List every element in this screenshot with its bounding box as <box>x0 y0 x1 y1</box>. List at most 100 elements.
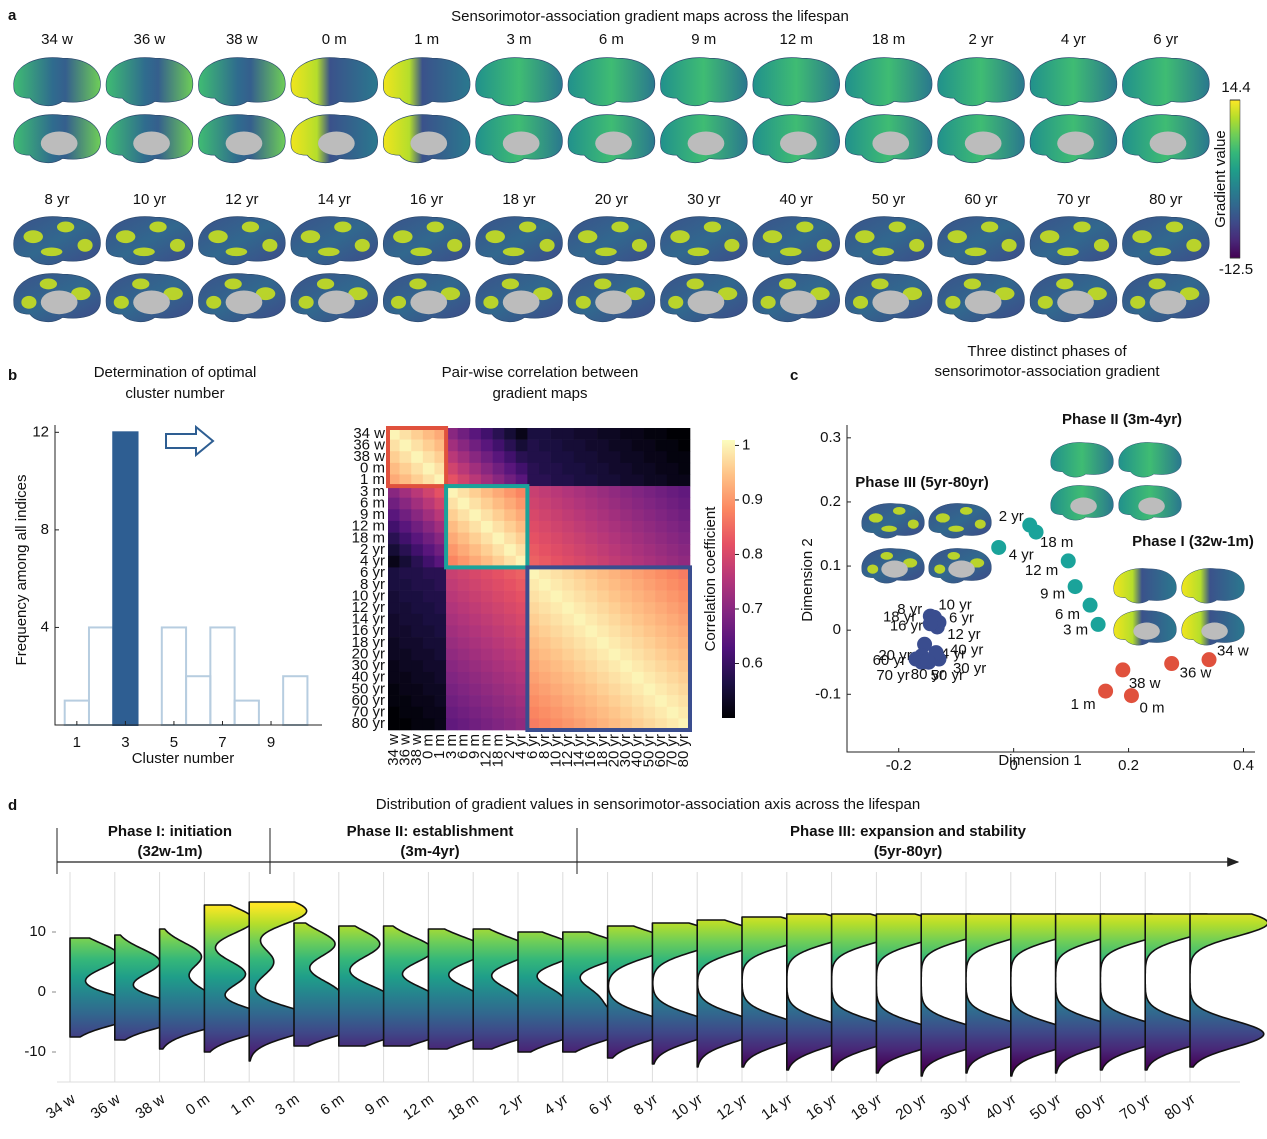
heatmap-cell <box>515 602 528 615</box>
heatmap-cell <box>550 462 563 475</box>
gradient-peak <box>113 295 129 309</box>
heatmap-cell <box>399 625 412 638</box>
heatmap-cell <box>492 486 505 498</box>
y-tick-label: 10 <box>29 923 46 940</box>
heatmap-cell <box>446 718 458 731</box>
age-label: 50 yr <box>872 191 905 208</box>
age-label: 34 w <box>41 31 73 48</box>
heatmap-cell <box>480 637 493 649</box>
heatmap-cell <box>469 544 482 557</box>
heatmap-cell <box>608 555 621 568</box>
heatmap-cell <box>411 613 424 626</box>
heatmap-cell <box>631 718 644 731</box>
brain-lateral <box>1118 442 1182 478</box>
medial-wall <box>595 290 632 315</box>
heatmap-cell <box>678 579 691 591</box>
heatmap-cell <box>504 602 517 615</box>
medial-wall <box>133 290 170 315</box>
heatmap-cell <box>446 451 458 464</box>
heatmap-cell <box>620 671 633 684</box>
heatmap-cell <box>678 451 691 464</box>
column-label: 36 w <box>396 734 413 766</box>
heatmap-cell <box>539 474 551 487</box>
chart-title: gradient maps <box>492 385 587 402</box>
heatmap-cell <box>655 602 668 615</box>
gradient-peak <box>670 230 690 244</box>
heatmap-cell <box>608 590 621 603</box>
row-label: 1 m <box>360 471 385 488</box>
x-tick-label: 0.4 <box>1233 757 1254 774</box>
heatmap-cell <box>562 660 575 673</box>
heatmap-cell <box>539 602 551 615</box>
heatmap-cell <box>562 497 575 510</box>
heatmap-cell <box>562 718 575 731</box>
phase-span: (5yr-80yr) <box>874 843 942 860</box>
heatmap-cell <box>678 637 691 649</box>
heatmap-cell <box>480 648 493 661</box>
heatmap-cell <box>655 590 668 603</box>
heatmap-cell <box>469 532 482 545</box>
chart-title: Sensorimotor-association gradient maps a… <box>451 8 849 25</box>
cortex <box>1181 568 1245 604</box>
heatmap-cell <box>504 671 517 684</box>
heatmap-cell <box>573 451 586 464</box>
heatmap-cell <box>434 718 447 731</box>
heatmap-cell <box>422 706 435 719</box>
heatmap-cell <box>434 567 447 580</box>
medial-wall <box>595 131 632 156</box>
heatmap-cell <box>585 428 598 440</box>
heatmap-cell <box>504 683 517 696</box>
brain-lateral <box>290 57 378 107</box>
heatmap-cell <box>480 718 493 731</box>
cortex <box>660 57 748 107</box>
heatmap-cell <box>527 555 540 568</box>
colorbar-tick-label: 1 <box>742 436 750 453</box>
age-label: 12 yr <box>225 191 258 208</box>
cortex <box>928 503 992 539</box>
heatmap-cell <box>631 532 644 545</box>
heatmap-cell <box>585 486 598 498</box>
heatmap-cell <box>388 637 400 649</box>
heatmap-cell <box>504 567 517 580</box>
heatmap-cell <box>573 544 586 557</box>
point-label: 40 yr <box>950 642 983 659</box>
cortex <box>937 216 1025 266</box>
medial-wall <box>1149 131 1187 156</box>
heatmap-cell <box>480 462 493 475</box>
heatmap-cell <box>411 637 424 649</box>
heatmap-cell <box>666 695 679 708</box>
heatmap-cell <box>608 532 621 545</box>
brain-medial <box>1181 610 1245 646</box>
gradient-peak <box>1057 247 1079 257</box>
heatmap-cell <box>388 532 400 545</box>
column-label: 8 yr <box>536 734 553 759</box>
heatmap-cell <box>422 579 435 591</box>
heatmap-cell <box>527 462 540 475</box>
heatmap-cell <box>550 451 563 464</box>
heatmap-cell <box>550 439 563 452</box>
heatmap-cell <box>655 579 668 591</box>
heatmap-cell <box>678 474 691 487</box>
column-label: 34 w <box>385 734 402 766</box>
bar <box>185 675 212 726</box>
gradient-peak <box>348 287 368 301</box>
cortex <box>1118 442 1182 478</box>
medial-wall <box>40 131 78 156</box>
gradient-peak <box>575 295 591 309</box>
y-tick-label: 0.2 <box>820 493 841 510</box>
heatmap-cell <box>492 660 505 673</box>
heatmap-cell <box>388 497 400 510</box>
gradient-peak <box>881 525 897 532</box>
heatmap-cell <box>573 486 586 498</box>
panel-label: b <box>8 367 17 384</box>
y-tick-label: 8 <box>41 521 49 538</box>
colorbar-label: Correlation coefficient <box>702 506 719 652</box>
heatmap-cell <box>457 474 470 487</box>
heatmap-cell <box>539 706 551 719</box>
heatmap-cell <box>655 648 668 661</box>
heatmap-cell <box>631 544 644 557</box>
heatmap-cell <box>562 625 575 638</box>
y-tick-label: 12 <box>32 423 49 440</box>
heatmap-cell <box>434 462 447 475</box>
